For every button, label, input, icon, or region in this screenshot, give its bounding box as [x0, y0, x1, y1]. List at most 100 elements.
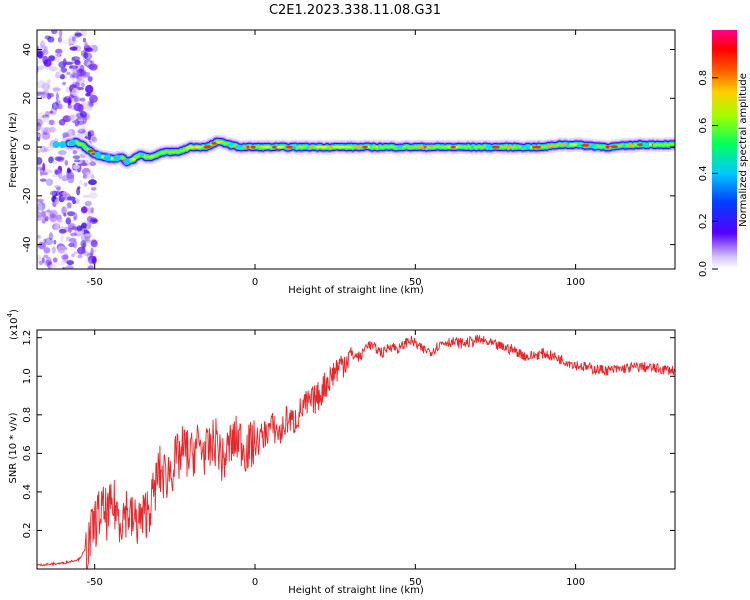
svg-text:(x104): (x104) — [6, 309, 20, 340]
heatmap-peak — [276, 145, 285, 149]
heatmap-noise-cell — [40, 171, 48, 176]
spectrogram-ticks: -50 0 50 100 -40 -20 0 20 40 — [22, 30, 675, 288]
heatmap-noise-cell — [89, 161, 97, 167]
heatmap-noise-cell — [84, 201, 91, 207]
heatmap-peak — [250, 145, 256, 149]
heatmap-peak — [186, 145, 195, 149]
heatmap-noise-cell — [66, 202, 72, 209]
heatmap-noise-cell — [89, 63, 98, 71]
heatmap-noise-cell — [65, 265, 74, 269]
heatmap-noise-cell — [57, 103, 63, 110]
heatmap-noise-cell — [90, 239, 98, 248]
heatmap-noise-cell — [76, 117, 85, 121]
heatmap-peak — [610, 145, 619, 149]
heatmap-peak — [450, 145, 456, 149]
heatmap-noise-cell — [87, 131, 92, 141]
heatmap-noise-cell — [57, 36, 63, 43]
heatmap-noise-cell — [51, 246, 56, 254]
heatmap-noise-cell — [62, 81, 67, 86]
heatmap-noise-cell — [82, 37, 87, 43]
heatmap-noise-cell — [45, 178, 54, 186]
x-tick-label: 0 — [252, 277, 258, 288]
heatmap-noise-cell — [71, 56, 81, 61]
heatmap-noise-cell — [73, 212, 78, 220]
heatmap-peak — [193, 145, 202, 149]
y-tick-label: 1.0 — [22, 368, 33, 384]
heatmap-noise-cell — [76, 77, 85, 86]
heatmap-noise-cell — [64, 204, 70, 213]
heatmap-noise-cell — [54, 156, 63, 161]
heatmap-noise-cell — [86, 216, 94, 223]
heatmap-peak — [149, 155, 153, 159]
heatmap-noise-cell — [55, 92, 59, 102]
heatmap-noise-cell — [87, 255, 96, 264]
snr-multiplier: (x104) — [6, 309, 20, 340]
heatmap-noise-cell — [43, 89, 50, 96]
heatmap-peak — [485, 145, 492, 149]
snr-multiplier-text: (x10 — [9, 317, 20, 340]
heatmap-noise-cell — [89, 94, 98, 103]
heatmap-noise-cell — [66, 196, 76, 201]
heatmap-noise-cell — [44, 81, 48, 91]
heatmap-noise-cell — [84, 258, 92, 267]
heatmap-noise-cell — [79, 180, 83, 185]
spectrogram-panel: -50 0 50 100 -40 -20 0 20 40 Height of straight … — [8, 29, 676, 296]
heatmap-noise-cell — [71, 36, 76, 42]
spectrogram-x-label: Height of straight line (km) — [288, 285, 424, 296]
heatmap-noise-cell — [48, 211, 55, 220]
heatmap-noise-cell — [37, 157, 43, 165]
heatmap-noise-cell — [45, 209, 52, 213]
heatmap-noise-cell — [77, 186, 81, 190]
heatmap-peak — [285, 145, 294, 149]
heatmap-peak — [320, 145, 328, 149]
heatmap-peak — [396, 145, 403, 149]
heatmap-noise-cell — [84, 171, 93, 180]
heatmap-noise-cell — [40, 40, 46, 49]
spectrogram-heatmap — [37, 30, 675, 269]
heatmap-noise-cell — [63, 213, 67, 217]
heatmap-noise-cell — [84, 47, 93, 53]
heatmap-noise-cell — [59, 30, 63, 38]
x-tick-label: 100 — [566, 577, 585, 588]
heatmap-noise-cell — [62, 190, 67, 198]
heatmap-noise-cell — [48, 55, 56, 62]
heatmap-noise-cell — [44, 237, 54, 246]
heatmap-noise-cell — [56, 216, 63, 224]
heatmap-noise-cell — [44, 127, 49, 133]
heatmap-noise-cell — [72, 216, 77, 221]
heatmap-noise-cell — [52, 257, 58, 263]
heatmap-noise-cell — [73, 159, 80, 163]
heatmap-noise-cell — [37, 200, 44, 207]
heatmap-peak — [569, 143, 578, 147]
heatmap-noise-cell — [72, 67, 78, 75]
heatmap-noise-cell — [62, 58, 67, 67]
heatmap-noise-cell — [43, 45, 48, 50]
heatmap-noise-cell — [58, 194, 65, 203]
heatmap-noise-cell — [53, 239, 57, 245]
heatmap-noise-cell — [90, 207, 94, 214]
heatmap-noise-cell — [72, 81, 78, 88]
heatmap-peak — [362, 145, 368, 149]
heatmap-noise-cell — [83, 182, 88, 187]
heatmap-noise-cell — [37, 133, 41, 138]
heatmap-noise-cell — [90, 187, 97, 191]
heatmap-peak — [104, 154, 111, 162]
heatmap-peak — [588, 144, 597, 148]
heatmap-noise-cell — [64, 193, 72, 201]
heatmap-noise-cell — [55, 71, 60, 79]
heatmap-peak — [353, 145, 361, 149]
heatmap-noise-cell — [62, 39, 71, 45]
y-tick-label: 0.6 — [22, 445, 33, 461]
heatmap-noise-cell — [37, 50, 43, 58]
heatmap-noise-cell — [66, 260, 74, 266]
y-tick-label: 0.8 — [22, 407, 33, 423]
heatmap-noise-cell — [70, 232, 77, 237]
heatmap-noise-cell — [62, 132, 70, 139]
heatmap-noise-cell — [43, 59, 52, 67]
heatmap-noise-cell — [68, 237, 77, 243]
heatmap-peak — [113, 154, 121, 162]
heatmap-noise-cell — [82, 101, 89, 110]
heatmap-noise-cell — [80, 97, 86, 102]
heatmap-peak — [68, 139, 76, 147]
heatmap-noise-cell — [87, 76, 93, 82]
